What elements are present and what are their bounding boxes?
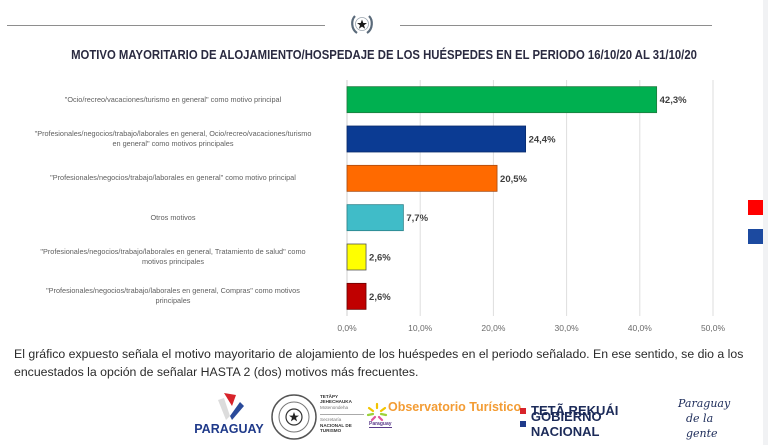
x-tick-label: 20,0% bbox=[481, 323, 506, 333]
observatorio-turistico-logo: Observatorio Turístico Paraguay bbox=[366, 400, 521, 432]
right-panel-edge bbox=[763, 0, 768, 445]
header-divider-left bbox=[7, 25, 325, 26]
paraguay-brand-logo: PARAGUAY bbox=[190, 392, 268, 440]
category-label: "Profesionales/negocios/trabajo/laborale… bbox=[8, 247, 338, 267]
x-tick-label: 50,0% bbox=[701, 323, 726, 333]
senatur-line-4: Secretaría bbox=[320, 417, 342, 423]
gov-line-1: TETÃ REKUÁI bbox=[531, 403, 619, 418]
observatorio-sub: Paraguay bbox=[369, 421, 392, 428]
senatur-logo: TETÃPY JEHECHAUKA Motenondeha Secretaría… bbox=[320, 394, 364, 433]
senatur-line-5: NACIONAL DE bbox=[320, 422, 352, 428]
senatur-line-2: JEHECHAUKA bbox=[320, 399, 352, 405]
x-tick-label: 10,0% bbox=[408, 323, 433, 333]
bar bbox=[346, 164, 498, 192]
category-label: "Profesionales/negocios/trabajo/laborale… bbox=[8, 129, 338, 149]
category-label-line: "Profesionales/negocios/trabajo/laborale… bbox=[34, 129, 312, 138]
category-label-line: "Profesionales/negocios/trabajo/laborale… bbox=[46, 286, 300, 296]
category-label-line: principales bbox=[155, 296, 191, 306]
header-divider-right bbox=[400, 25, 712, 26]
legend-swatch-red bbox=[748, 200, 763, 215]
blue-square-icon bbox=[520, 421, 526, 427]
bar-chart: 42,3% 24,4% 20,5% 7,7% 2,6% 2,6% 0,0% 10,0% 20,… bbox=[337, 80, 726, 333]
senatur-line-6: TURISMO bbox=[320, 428, 342, 434]
x-tick-label: 0,0% bbox=[337, 323, 357, 333]
category-label-line: en general" como motivos principales bbox=[112, 139, 234, 148]
sunburst-icon bbox=[366, 402, 388, 422]
senatur-line-3: Motenondeha bbox=[320, 404, 349, 410]
data-label: 2,6% bbox=[369, 253, 391, 264]
bar bbox=[346, 243, 367, 271]
observatorio-name: Observatorio Turístico bbox=[388, 400, 522, 414]
bar bbox=[346, 282, 367, 310]
paraguay-brand-mark-icon bbox=[218, 393, 244, 420]
category-label: Otros motivos bbox=[8, 213, 338, 223]
data-label: 2,6% bbox=[369, 292, 391, 303]
footer-logos: PARAGUAY TETÃPY JEHECHAUKA Motenondeha S… bbox=[0, 388, 768, 445]
red-square-icon bbox=[520, 407, 526, 414]
bar bbox=[346, 86, 658, 114]
slogan-line-1: Paraguay bbox=[678, 397, 731, 410]
legend-swatch-blue bbox=[748, 229, 763, 244]
data-label: 7,7% bbox=[406, 213, 428, 224]
chart-description: El gráfico expuesto señala el motivo may… bbox=[14, 347, 744, 379]
category-label-line: motivos principales bbox=[141, 257, 205, 266]
category-label-line: "Ocio/recreo/vacaciones/turismo en gener… bbox=[64, 94, 282, 104]
category-label-line: "Profesionales/negocios/trabajo/laborale… bbox=[40, 247, 306, 256]
category-label: "Ocio/recreo/vacaciones/turismo en gener… bbox=[8, 95, 338, 105]
category-label: "Profesionales/negocios/trabajo/laborale… bbox=[8, 173, 338, 183]
paraguay-de-la-gente-slogan: Paraguay de la gente bbox=[672, 396, 742, 441]
senatur-line-1: TETÃPY bbox=[320, 394, 339, 399]
category-label: "Profesionales/negocios/trabajo/laborale… bbox=[8, 286, 338, 306]
bar bbox=[346, 204, 404, 232]
category-label-line: Otros motivos bbox=[150, 212, 196, 222]
gov-line-2: GOBIERNO NACIONAL bbox=[530, 409, 602, 439]
category-label-line: "Profesionales/negocios/trabajo/laborale… bbox=[50, 173, 296, 183]
x-tick-label: 30,0% bbox=[555, 323, 580, 333]
data-label: 42,3% bbox=[660, 95, 687, 106]
bar bbox=[346, 125, 527, 153]
data-label: 24,4% bbox=[529, 135, 556, 146]
coat-of-arms-star-icon bbox=[351, 15, 373, 34]
x-tick-label: 40,0% bbox=[628, 323, 653, 333]
republic-seal-icon bbox=[271, 394, 317, 440]
chart-title: MOTIVO MAYORITARIO DE ALOJAMIENTO/HOSPED… bbox=[71, 48, 697, 62]
data-label: 20,5% bbox=[500, 174, 527, 185]
paraguay-brand-text: PARAGUAY bbox=[194, 422, 264, 436]
gobierno-nacional-logo: TETÃ REKUÁI GOBIERNO NACIONAL bbox=[520, 403, 670, 439]
slogan-line-2: de la gente bbox=[686, 412, 718, 440]
